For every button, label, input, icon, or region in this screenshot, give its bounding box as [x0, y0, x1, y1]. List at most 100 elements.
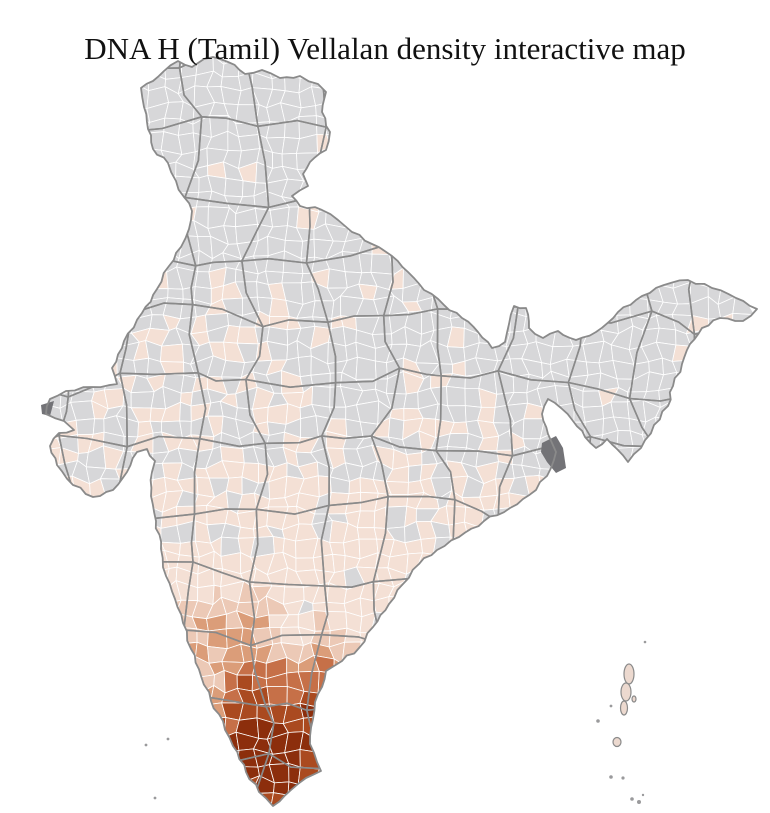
district-cell[interactable] — [325, 602, 347, 613]
district-cell[interactable] — [221, 360, 246, 378]
district-cell[interactable] — [281, 271, 304, 284]
district-cell[interactable] — [641, 434, 663, 450]
district-cell[interactable] — [266, 403, 289, 425]
district-cell[interactable] — [373, 506, 388, 529]
island-dot — [596, 719, 600, 723]
district-cell[interactable] — [655, 271, 677, 289]
district-cell[interactable] — [341, 641, 362, 665]
district-cell[interactable] — [388, 595, 409, 620]
island-dot — [621, 776, 625, 780]
district-cell[interactable] — [495, 461, 515, 480]
andaman-island[interactable] — [631, 695, 637, 703]
district-cell[interactable] — [566, 358, 589, 378]
district-cell[interactable] — [312, 602, 328, 612]
district-cell[interactable] — [176, 656, 198, 678]
district-cell[interactable] — [179, 298, 197, 320]
district-cell[interactable] — [388, 417, 405, 441]
district-cell[interactable] — [312, 716, 332, 739]
district-cell[interactable] — [299, 731, 318, 753]
district-cell[interactable] — [703, 265, 723, 288]
district-cell[interactable] — [238, 134, 261, 152]
district-cell[interactable] — [269, 206, 290, 228]
district-cell[interactable] — [628, 282, 649, 300]
district-cell[interactable] — [100, 478, 120, 499]
andaman-island[interactable] — [620, 682, 632, 702]
district-layer — [41, 57, 755, 813]
district-cell[interactable] — [538, 475, 559, 499]
district-cell[interactable] — [385, 505, 408, 529]
district-cell[interactable] — [403, 581, 422, 604]
state-boundary — [429, 257, 526, 311]
district-cell[interactable] — [356, 527, 378, 540]
district-cell[interactable] — [332, 553, 346, 573]
district-cell[interactable] — [145, 131, 165, 151]
district-cell[interactable] — [300, 272, 313, 284]
andaman-island[interactable] — [612, 736, 622, 748]
district-cell[interactable] — [159, 343, 185, 363]
india-outline — [45, 56, 758, 807]
district-cell[interactable] — [311, 385, 331, 408]
district-cell[interactable] — [266, 686, 288, 706]
andaman-island[interactable] — [619, 700, 629, 716]
district-cell[interactable] — [237, 526, 255, 539]
district-cell[interactable] — [269, 792, 290, 813]
district-cell[interactable] — [356, 400, 380, 425]
map-title: DNA H (Tamil) Vellalan density interacti… — [84, 30, 686, 66]
district-cell[interactable] — [104, 388, 125, 410]
district-cell[interactable] — [300, 415, 320, 439]
district-cell[interactable] — [41, 370, 62, 395]
district-cell[interactable] — [446, 432, 469, 449]
district-cell[interactable] — [355, 356, 377, 380]
district-cell[interactable] — [446, 385, 466, 407]
district-cell[interactable] — [297, 355, 312, 378]
district-cell[interactable] — [403, 252, 425, 269]
island-dot — [643, 640, 647, 644]
district-cell[interactable] — [327, 268, 348, 289]
district-cell[interactable] — [149, 568, 170, 590]
district-cell[interactable] — [388, 238, 407, 255]
district-cell[interactable] — [610, 401, 630, 419]
district-cell[interactable] — [182, 286, 196, 301]
district-cell[interactable] — [295, 557, 316, 572]
district-cell[interactable] — [224, 177, 244, 198]
district-cell[interactable] — [220, 446, 245, 464]
district-cell[interactable] — [130, 391, 155, 409]
district-cell[interactable] — [272, 536, 285, 554]
district-cell[interactable] — [272, 152, 283, 169]
island-dot — [609, 704, 613, 708]
state-boundary — [46, 308, 78, 398]
estuary-patch — [541, 436, 566, 473]
state-boundary — [248, 752, 326, 806]
district-cell[interactable] — [356, 510, 376, 529]
state-boundary — [691, 325, 757, 396]
island-dot — [609, 775, 613, 779]
island-dot — [166, 737, 170, 741]
district-cell[interactable] — [597, 447, 618, 470]
state-boundary — [306, 706, 393, 774]
district-cell[interactable] — [406, 452, 423, 467]
district-cell[interactable] — [403, 391, 419, 410]
district-cell[interactable] — [179, 401, 192, 422]
district-cell[interactable] — [580, 310, 602, 331]
district-cell[interactable] — [75, 418, 95, 435]
estuary-patch — [41, 401, 54, 416]
district-cell[interactable] — [146, 265, 169, 290]
island-dot — [630, 797, 634, 801]
district-cell[interactable] — [509, 505, 528, 526]
island-dot — [144, 743, 148, 747]
island-dot — [641, 793, 645, 797]
district-cell[interactable] — [265, 270, 284, 285]
district-cell[interactable] — [327, 341, 348, 365]
district-cell[interactable] — [92, 418, 105, 435]
island-dot — [153, 796, 157, 800]
district-cell[interactable] — [449, 301, 467, 320]
district-cell[interactable] — [597, 298, 618, 318]
andaman-island[interactable] — [623, 663, 635, 685]
district-cell[interactable] — [241, 180, 257, 198]
district-cell[interactable] — [358, 252, 373, 274]
district-cell[interactable] — [477, 313, 500, 335]
district-cell[interactable] — [493, 507, 513, 526]
